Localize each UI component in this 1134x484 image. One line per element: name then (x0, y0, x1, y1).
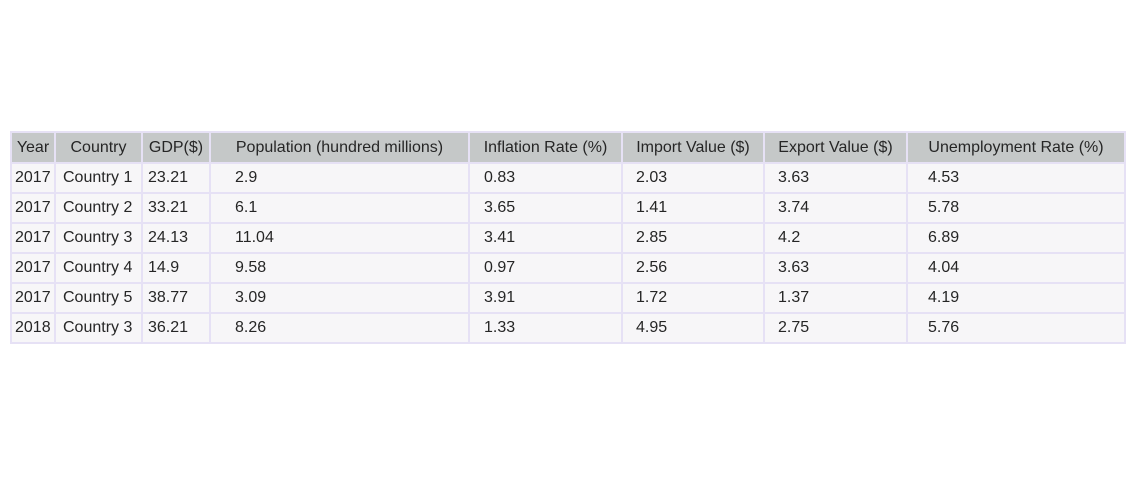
table-cell: 3.09 (209, 282, 470, 314)
table-cell: Country 3 (54, 222, 143, 254)
table-row: 2017 Country 4 14.9 9.58 0.97 2.56 3.63 4.04 (10, 252, 1126, 284)
data-table: Year Country GDP($) Population (hundred mil… (10, 131, 1126, 344)
table-cell: 3.63 (763, 162, 908, 194)
table-cell: 1.37 (763, 282, 908, 314)
table-cell: 6.1 (209, 192, 470, 224)
table-row: 2017 Country 5 38.77 3.09 3.91 1.72 1.37 4.19 (10, 282, 1126, 314)
header-row: Year Country GDP($) Population (hundred mil… (10, 131, 1126, 164)
table-cell: 2017 (10, 282, 56, 314)
table-row: 2017 Country 3 24.13 11.04 3.41 2.85 4.2 6.89 (10, 222, 1126, 254)
table-cell: 36.21 (141, 312, 211, 344)
table-cell: 4.95 (621, 312, 765, 344)
column-header: Export Value ($) (763, 131, 908, 164)
table-cell: Country 5 (54, 282, 143, 314)
column-header: Inflation Rate (%) (468, 131, 623, 164)
table-cell: 2.75 (763, 312, 908, 344)
table-cell: Country 2 (54, 192, 143, 224)
table-cell: 5.78 (906, 192, 1126, 224)
table-cell: 9.58 (209, 252, 470, 284)
column-header: Country (54, 131, 143, 164)
table-cell: 3.91 (468, 282, 623, 314)
table-cell: 11.04 (209, 222, 470, 254)
table-cell: 3.74 (763, 192, 908, 224)
table-cell: 2017 (10, 252, 56, 284)
table-cell: 5.76 (906, 312, 1126, 344)
table-cell: 0.97 (468, 252, 623, 284)
table-cell: 6.89 (906, 222, 1126, 254)
table-cell: 2.56 (621, 252, 765, 284)
column-header: Year (10, 131, 56, 164)
table-body: 2017 Country 1 23.21 2.9 0.83 2.03 3.63 4.53 201… (10, 162, 1126, 344)
table-cell: Country 4 (54, 252, 143, 284)
table-cell: 3.63 (763, 252, 908, 284)
table-cell: 1.33 (468, 312, 623, 344)
table-cell: Country 3 (54, 312, 143, 344)
column-header: Import Value ($) (621, 131, 765, 164)
table-row: 2017 Country 1 23.21 2.9 0.83 2.03 3.63 4.53 (10, 162, 1126, 194)
table-cell: 3.41 (468, 222, 623, 254)
table-cell: 0.83 (468, 162, 623, 194)
table-cell: 2017 (10, 222, 56, 254)
table-row: 2018 Country 3 36.21 8.26 1.33 4.95 2.75 5.76 (10, 312, 1126, 344)
table-cell: 2017 (10, 162, 56, 194)
table-cell: 3.65 (468, 192, 623, 224)
column-header: Population (hundred millions) (209, 131, 470, 164)
table-cell: 4.53 (906, 162, 1126, 194)
table-cell: 38.77 (141, 282, 211, 314)
table-cell: 1.72 (621, 282, 765, 314)
table-cell: 4.19 (906, 282, 1126, 314)
table-cell: 24.13 (141, 222, 211, 254)
table-header: Year Country GDP($) Population (hundred mil… (10, 131, 1126, 164)
table-row: 2017 Country 2 33.21 6.1 3.65 1.41 3.74 5.78 (10, 192, 1126, 224)
table-cell: 4.2 (763, 222, 908, 254)
table-cell: Country 1 (54, 162, 143, 194)
table-cell: 1.41 (621, 192, 765, 224)
table-cell: 2.9 (209, 162, 470, 194)
table-cell: 23.21 (141, 162, 211, 194)
table-cell: 33.21 (141, 192, 211, 224)
column-header: Unemployment Rate (%) (906, 131, 1126, 164)
data-table-container: Year Country GDP($) Population (hundred mil… (10, 131, 1126, 344)
table-cell: 8.26 (209, 312, 470, 344)
table-cell: 14.9 (141, 252, 211, 284)
table-cell: 2018 (10, 312, 56, 344)
table-cell: 2.85 (621, 222, 765, 254)
column-header: GDP($) (141, 131, 211, 164)
table-cell: 2.03 (621, 162, 765, 194)
table-cell: 2017 (10, 192, 56, 224)
table-cell: 4.04 (906, 252, 1126, 284)
